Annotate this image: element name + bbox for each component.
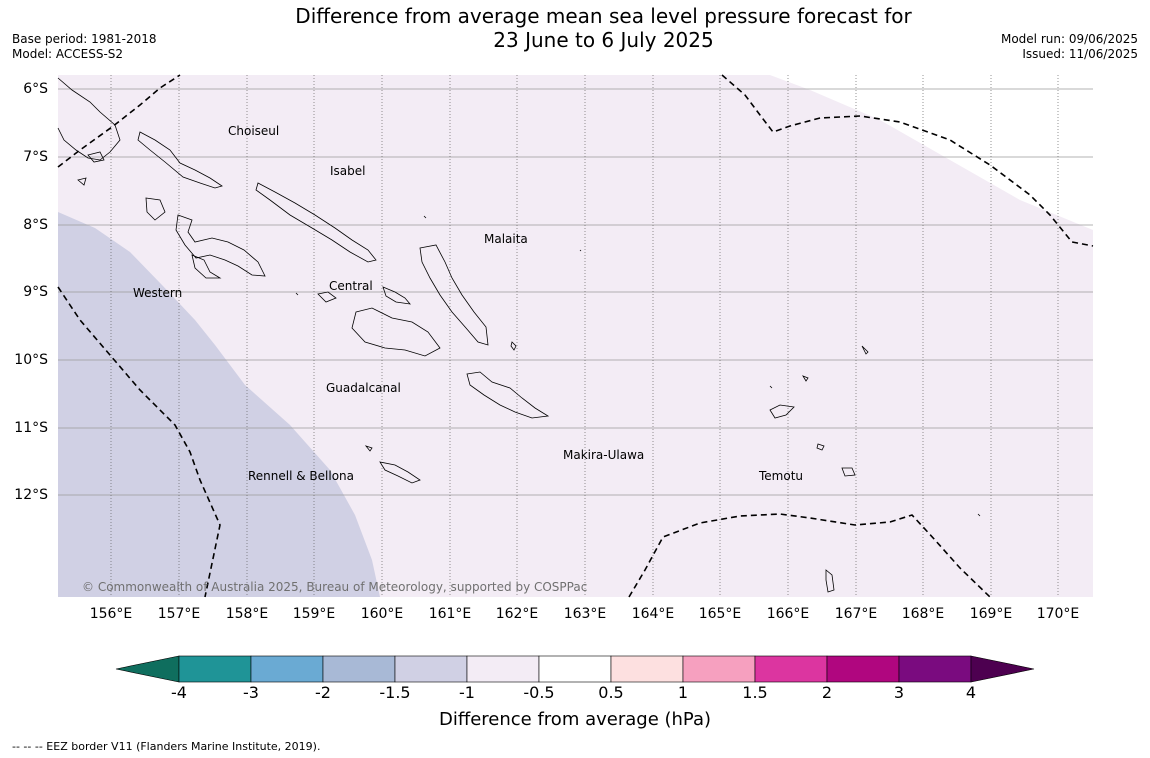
colorbar-tick: -0.5 <box>523 683 555 702</box>
coastline-guadalcanal <box>351 307 441 357</box>
footer-note: -- -- -- EEZ border V11 (Flanders Marine… <box>12 740 321 753</box>
coastline-reef-islands <box>423 215 981 517</box>
region-label-isabel: Isabel <box>330 164 366 178</box>
colorbar-tick: -3 <box>243 683 259 702</box>
coastline-rendova <box>191 254 222 279</box>
copyright-notice: © Commonwealth of Australia 2025, Bureau… <box>82 580 588 594</box>
colorbar-extend-low <box>115 655 180 683</box>
lat-label: 10°S <box>14 352 48 368</box>
region-label-western: Western <box>133 286 183 300</box>
region-label-makira-ulawa: Makira-Ulawa <box>563 448 645 462</box>
lon-label: 169°E <box>969 606 1013 622</box>
colorbar-tick: 4 <box>965 683 977 702</box>
coastline-santa-cruz <box>769 404 795 419</box>
meta-right: Model run: 09/06/2025 Issued: 11/06/2025 <box>1001 32 1138 62</box>
colorbar-tick: 1 <box>677 683 689 702</box>
colorbar-tick: -2 <box>315 683 331 702</box>
coastline-utupua <box>816 443 825 451</box>
coastline-new-georgia <box>175 214 266 277</box>
lon-label: 160°E <box>360 606 404 622</box>
coastline-rennell <box>379 461 421 484</box>
colorbar-bin-6 <box>538 655 612 683</box>
chart-title-line1: Difference from average mean sea level p… <box>295 4 912 28</box>
coastline-tikopia <box>825 569 835 593</box>
lon-label: 159°E <box>292 606 336 622</box>
colorbar-label: Difference from average (hPa) <box>438 709 712 730</box>
colorbar-extend-high <box>970 655 1035 683</box>
base-period: Base period: 1981-2018 <box>12 32 157 46</box>
colorbar-tick: 1.5 <box>742 683 768 702</box>
region-label-malaita: Malaita <box>484 232 528 246</box>
region-label-central: Central <box>329 279 373 293</box>
issued-date: Issued: 11/06/2025 <box>1022 47 1138 61</box>
lon-label: 157°E <box>157 606 201 622</box>
lon-label: 162°E <box>495 606 539 622</box>
shading-region-negative-1-5 <box>58 212 380 597</box>
colorbar-bin-4 <box>394 655 468 683</box>
lon-label: 156°E <box>89 606 133 622</box>
colorbar-tick: 3 <box>893 683 905 702</box>
colorbar-tick: 2 <box>821 683 833 702</box>
coastline-choiseul <box>137 131 223 189</box>
lat-label: 12°S <box>14 487 48 503</box>
coastline-savo <box>382 286 411 305</box>
coastline-nggela <box>317 291 337 303</box>
coastlines <box>57 77 981 593</box>
neutral-region <box>770 75 1093 230</box>
colorbar-tick: 0.5 <box>598 683 624 702</box>
colorbar-bin-3 <box>322 655 396 683</box>
lon-label: 166°E <box>766 606 810 622</box>
model-name: Model: ACCESS-S2 <box>12 47 124 61</box>
lon-label: 168°E <box>901 606 945 622</box>
lon-label: 163°E <box>563 606 607 622</box>
colorbar-tick: -1.5 <box>379 683 411 702</box>
lat-label: 9°S <box>23 284 48 300</box>
lon-label: 161°E <box>428 606 472 622</box>
lon-label: 170°E <box>1036 606 1080 622</box>
coastline-ulawa <box>510 341 517 351</box>
lon-label: 167°E <box>834 606 878 622</box>
coastline-shortland <box>77 151 299 296</box>
lon-label: 164°E <box>631 606 675 622</box>
region-label-rennell-bellona: Rennell & Bellona <box>248 469 355 483</box>
region-label-choiseul: Choiseul <box>228 124 280 138</box>
coastline-vanikoro <box>841 467 856 477</box>
lat-label: 7°S <box>23 149 48 165</box>
colorbar-tick: -4 <box>171 683 187 702</box>
lat-label: 11°S <box>14 420 48 436</box>
lat-label: 8°S <box>23 217 48 233</box>
colorbar-bin-10 <box>826 655 900 683</box>
coastline-isabel <box>255 182 377 263</box>
coastline-vella-lavella <box>145 197 166 221</box>
chart-title-line2: 23 June to 6 July 2025 <box>493 28 714 52</box>
lon-label: 158°E <box>225 606 269 622</box>
colorbar-bin-8 <box>682 655 756 683</box>
colorbar-bin-7 <box>610 655 684 683</box>
coastline-bougainville <box>57 77 121 161</box>
eez-border <box>57 74 1094 598</box>
meridians <box>110 75 1059 597</box>
meta-left: Base period: 1981-2018 Model: ACCESS-S2 <box>12 32 157 62</box>
lon-label: 165°E <box>698 606 742 622</box>
colorbar-bin-5 <box>466 655 540 683</box>
region-label-guadalcanal: Guadalcanal <box>326 381 401 395</box>
coastline-malaita <box>419 244 489 346</box>
colorbar <box>115 655 1035 683</box>
gridlines <box>58 88 1093 496</box>
colorbar-bin-11 <box>898 655 972 683</box>
coastline-makira <box>466 371 550 419</box>
model-run: Model run: 09/06/2025 <box>1000 32 1138 46</box>
lat-label: 6°S <box>23 81 48 97</box>
colorbar-bin-1 <box>178 655 252 683</box>
region-label-temotu: Temotu <box>759 469 804 483</box>
coastline-bellona <box>364 445 373 452</box>
colorbar-tick: -1 <box>459 683 475 702</box>
colorbar-bin-2 <box>250 655 324 683</box>
colorbar-bin-9 <box>754 655 828 683</box>
